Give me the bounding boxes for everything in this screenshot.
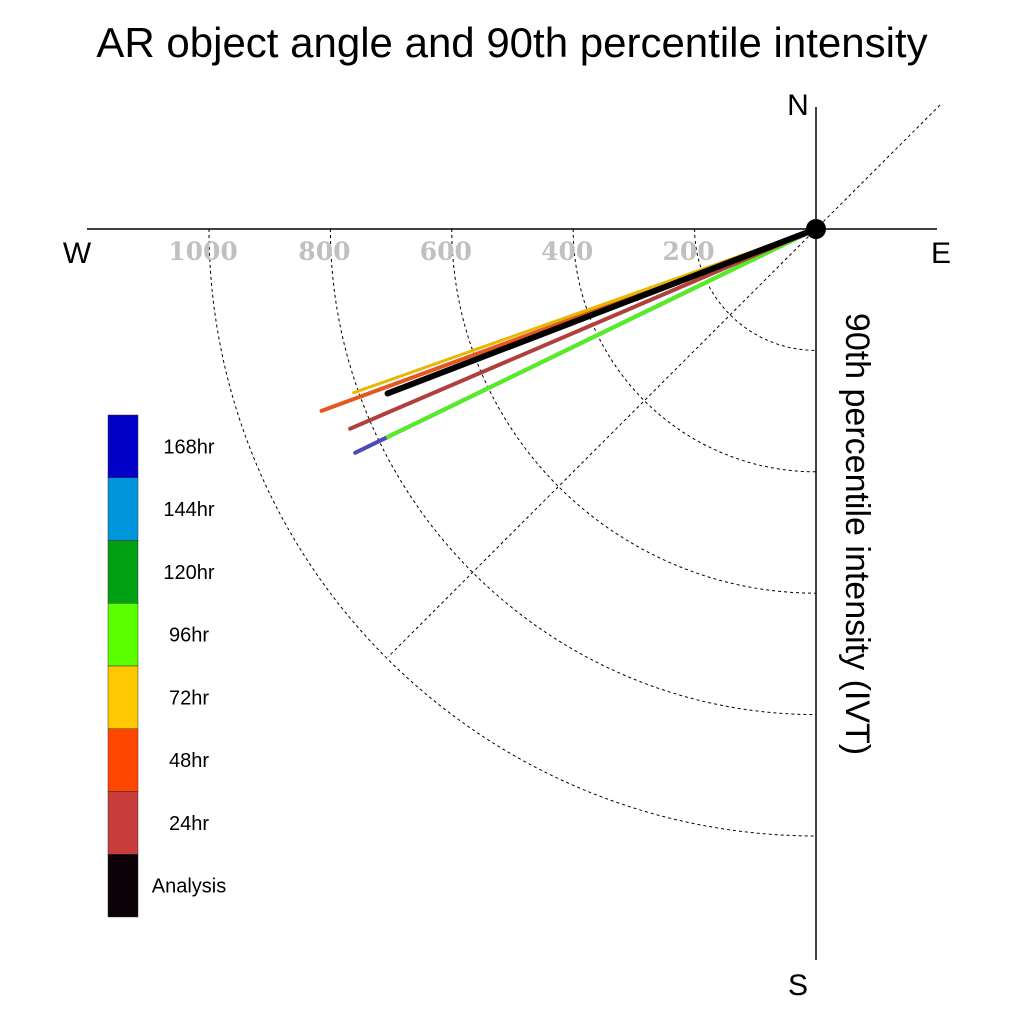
- radial-tick-label: 600: [420, 237, 472, 266]
- vector-24hr: [348, 227, 818, 431]
- intensity-vectors: [319, 226, 819, 455]
- grid-arc-200: [694, 228, 817, 351]
- vector-96hr: [385, 227, 818, 439]
- east-label: E: [931, 237, 951, 270]
- radial-tick-label: 800: [298, 237, 350, 266]
- radial-tick-label: 400: [541, 237, 593, 266]
- legend-swatch-168hr: [107, 414, 139, 478]
- vector-analysis: [384, 226, 819, 397]
- polar-grid: [208, 104, 941, 837]
- grid-arc-600: [451, 228, 817, 594]
- legend-label-120hr: 120hr: [163, 562, 214, 584]
- legend: 168hr 144hr 120hr 96hr 72hr 48hr 24hr Analysis: [107, 414, 226, 918]
- chart-title: AR object angle and 90th percentile inte…: [96, 19, 927, 66]
- grid-arc-800: [329, 228, 817, 716]
- grid-arc-400: [572, 228, 817, 473]
- radial-tick-labels: 200 400 600 800 1000: [168, 237, 714, 266]
- legend-label-48hr: 48hr: [169, 750, 209, 772]
- radial-tick-label: 200: [663, 237, 715, 266]
- grid-arc-1000: [208, 228, 817, 837]
- legend-swatch-48hr: [107, 728, 139, 792]
- legend-swatch-24hr: [107, 791, 139, 855]
- west-label: W: [63, 237, 92, 270]
- legend-label-analysis: Analysis: [152, 876, 226, 898]
- y-axis-label: 90th percentile intensity (IVT): [838, 313, 876, 755]
- origin-marker: [806, 219, 826, 239]
- radial-tick-label: 1000: [168, 237, 238, 266]
- diagonal-guide-line: [387, 104, 941, 658]
- legend-label-96hr: 96hr: [169, 625, 209, 647]
- legend-swatch-72hr: [107, 665, 139, 729]
- legend-label-24hr: 24hr: [169, 813, 209, 835]
- north-label: N: [787, 89, 809, 122]
- compass-axes: [87, 107, 937, 960]
- south-label: S: [788, 969, 808, 1002]
- legend-label-168hr: 168hr: [163, 436, 214, 458]
- legend-label-72hr: 72hr: [169, 687, 209, 709]
- legend-swatch-96hr: [107, 603, 139, 667]
- legend-swatch-144hr: [107, 477, 139, 541]
- legend-swatch-120hr: [107, 540, 139, 604]
- legend-swatch-analysis: [107, 854, 139, 918]
- legend-label-144hr: 144hr: [163, 499, 214, 521]
